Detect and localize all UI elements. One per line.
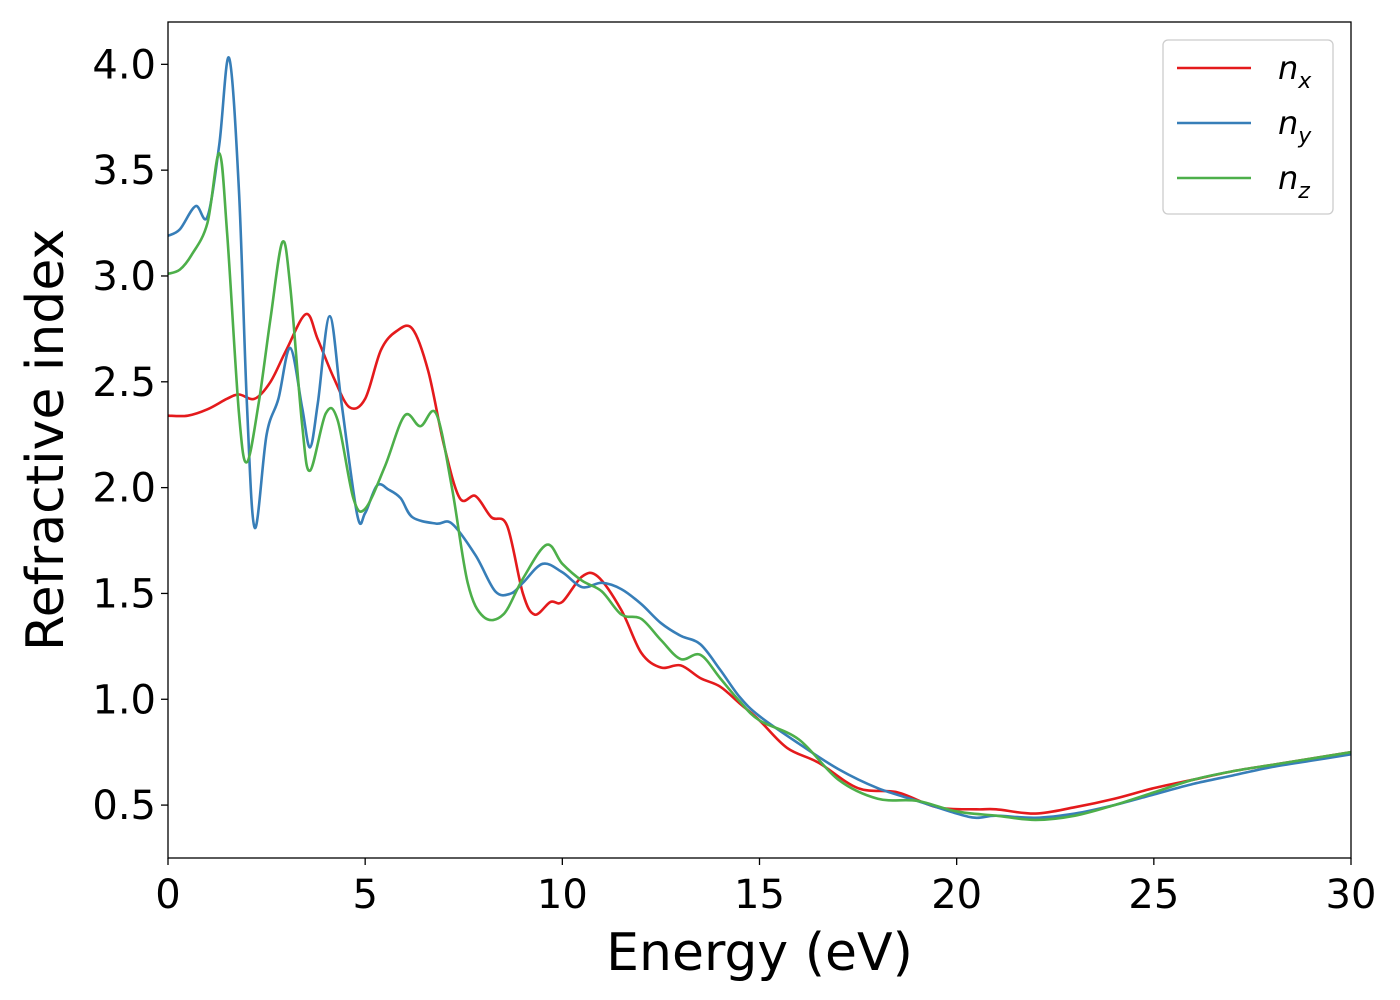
y-axis-title: Refractive index (16, 229, 76, 651)
x-tick-label: 5 (352, 872, 377, 918)
x-tick-label: 0 (155, 872, 180, 918)
x-tick-label: 20 (931, 872, 982, 918)
legend-box (1162, 39, 1334, 215)
series-line-nx (168, 312, 1351, 815)
series-line-nz (168, 151, 1351, 822)
legend-label-nz: nz (1278, 159, 1310, 204)
x-tick-label: 10 (537, 872, 588, 918)
y-tick-label: 2.5 (92, 360, 156, 406)
legend: nx ny nz (1162, 39, 1334, 215)
y-tick-label: 2.0 (92, 466, 156, 512)
y-tick-label: 3.5 (92, 148, 156, 194)
y-tick-label: 1.5 (92, 571, 156, 617)
y-tick-label: 1.0 (92, 677, 156, 723)
legend-label-ny: ny (1278, 104, 1312, 149)
x-tick-label: 15 (734, 872, 785, 918)
y-tick-label: 3.0 (92, 254, 156, 300)
series-line-ny (168, 56, 1351, 820)
legend-label-nx: nx (1278, 49, 1312, 94)
x-tick-label: 25 (1128, 872, 1179, 918)
series-layer (168, 56, 1351, 822)
x-axis-title: Energy (eV) (606, 923, 913, 983)
axis-ticks: 0 5 10 15 20 25 30 0.5 1.0 1.5 2.0 2.5 3.0 3.5 4.0 (92, 42, 1376, 918)
y-tick-label: 0.5 (92, 783, 156, 829)
x-tick-label: 30 (1326, 872, 1377, 918)
y-tick-label: 4.0 (92, 42, 156, 88)
